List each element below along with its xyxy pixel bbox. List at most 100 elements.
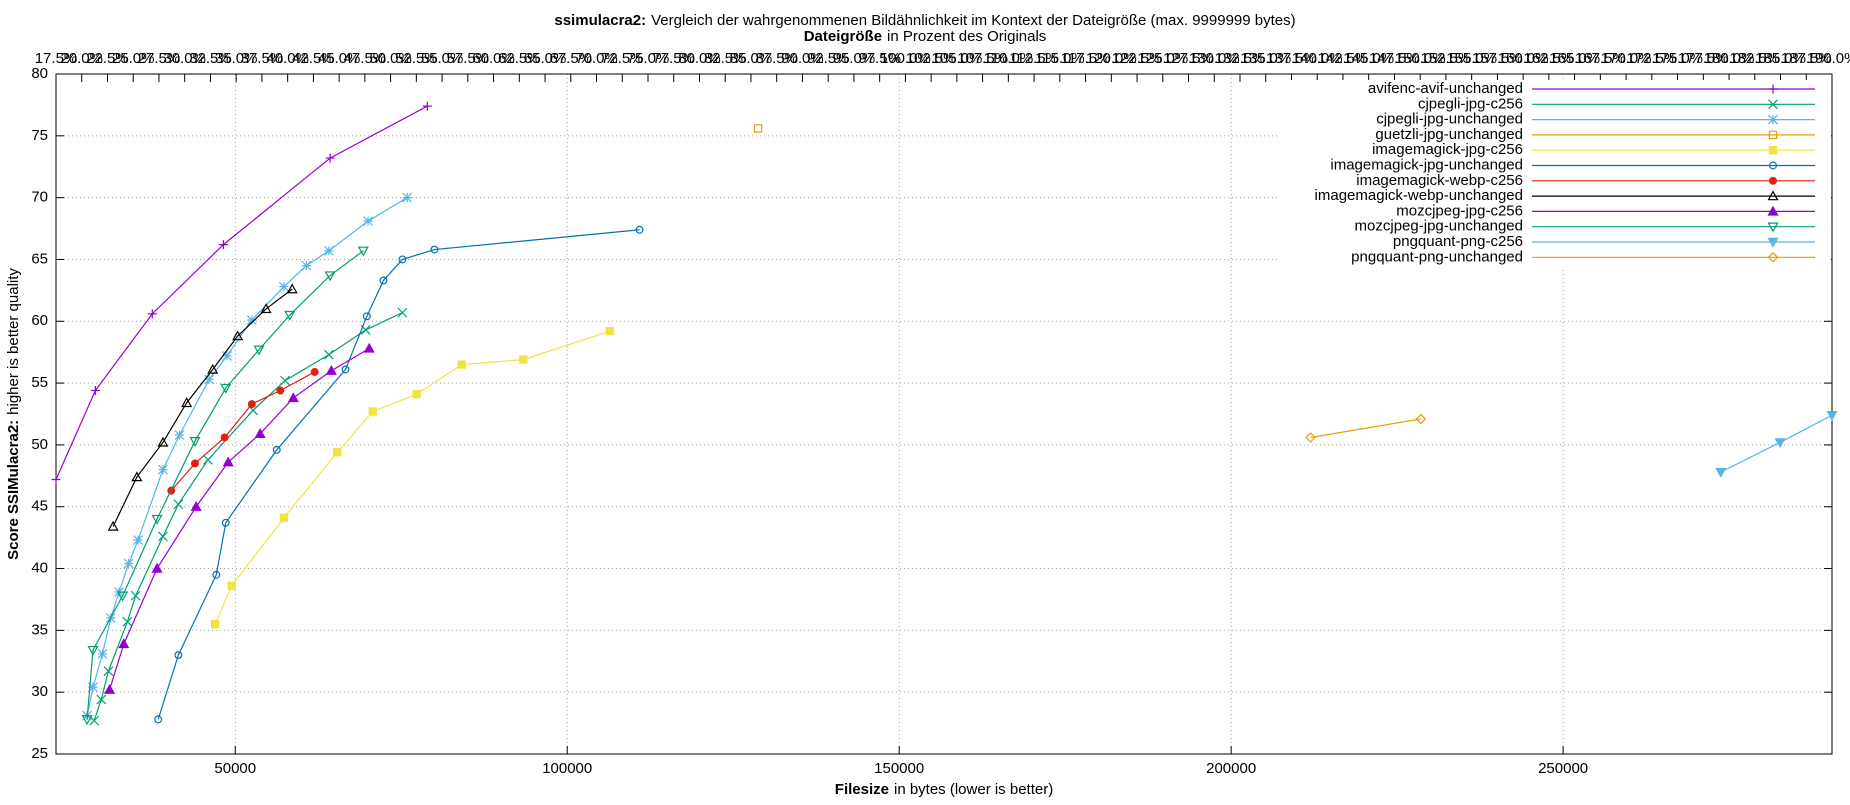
marker bbox=[286, 283, 298, 294]
marker bbox=[1768, 99, 1778, 110]
series-line bbox=[86, 197, 408, 716]
xlabel-bold: Filesize bbox=[835, 781, 889, 798]
marker bbox=[363, 216, 373, 227]
x2-tick-label: 100.0% bbox=[880, 50, 931, 67]
marker bbox=[154, 715, 163, 724]
series-line bbox=[1310, 418, 1421, 439]
marker bbox=[181, 397, 193, 408]
x2-tick-label: 172.5% bbox=[1626, 50, 1677, 67]
marker bbox=[123, 558, 134, 569]
marker bbox=[254, 428, 266, 438]
series-line bbox=[214, 330, 611, 625]
marker bbox=[203, 454, 213, 465]
y-tick-label: 50 bbox=[31, 436, 48, 453]
x2-tick-label: 25.0% bbox=[112, 50, 155, 67]
marker bbox=[341, 365, 350, 374]
marker bbox=[398, 255, 407, 264]
marker bbox=[227, 581, 236, 591]
x2-tick-label: 142.5% bbox=[1318, 50, 1369, 67]
x-tick-label: 100000 bbox=[542, 760, 592, 777]
marker bbox=[131, 471, 143, 482]
marker bbox=[1305, 432, 1316, 443]
marker bbox=[323, 349, 334, 360]
x2-tick-label: 125.0% bbox=[1137, 50, 1188, 67]
marker bbox=[174, 430, 185, 440]
marker bbox=[310, 367, 319, 376]
marker bbox=[260, 303, 272, 314]
legend-label: imagemagick-webp-unchanged bbox=[1315, 187, 1523, 204]
x2-tick-label: 40.0% bbox=[266, 50, 309, 67]
x2-tick-label: 107.5% bbox=[957, 50, 1008, 67]
x2-tick-label: 115.0% bbox=[1035, 50, 1085, 67]
marker bbox=[118, 638, 130, 649]
marker bbox=[1715, 467, 1727, 478]
x2-tick-label: 140.0% bbox=[1292, 50, 1343, 67]
y-tick-label: 30 bbox=[31, 683, 48, 700]
marker bbox=[333, 448, 342, 457]
x2-tick-label: 45.0% bbox=[318, 50, 361, 67]
marker bbox=[278, 281, 289, 292]
y-tick-label: 35 bbox=[31, 621, 48, 638]
chart-subtitle: Dateigröße in Prozent des Originals bbox=[804, 28, 1047, 45]
marker bbox=[605, 326, 615, 336]
x2-tick-label: 67.5% bbox=[550, 50, 593, 67]
marker bbox=[430, 245, 439, 254]
x2-tick-label: 177.5% bbox=[1678, 50, 1729, 67]
x2-tick-label: 160.0% bbox=[1498, 50, 1549, 67]
series-line bbox=[109, 347, 370, 690]
marker bbox=[210, 619, 220, 629]
x2-tick-label: 27.5% bbox=[138, 50, 181, 67]
x2-tick-label: 170.0% bbox=[1601, 50, 1652, 67]
subtitle-bold: Dateigröße bbox=[804, 28, 882, 45]
x2-tick-label: 165.0% bbox=[1549, 50, 1600, 67]
marker bbox=[301, 260, 312, 271]
marker bbox=[232, 330, 244, 341]
marker bbox=[221, 518, 230, 527]
marker bbox=[324, 271, 336, 282]
x2-tick-label: 52.5% bbox=[395, 50, 438, 67]
marker bbox=[280, 375, 290, 386]
marker bbox=[1826, 411, 1838, 421]
y-tick-label: 65 bbox=[31, 250, 48, 267]
y-tick-label: 75 bbox=[31, 127, 48, 144]
y-tick-label: 80 bbox=[31, 65, 48, 82]
marker bbox=[97, 648, 108, 659]
x2-tick-label: 122.5% bbox=[1112, 50, 1163, 67]
marker bbox=[190, 459, 199, 468]
x2-tick-label: 77.5% bbox=[652, 50, 695, 67]
y-tick-label: 40 bbox=[31, 560, 48, 577]
legend-background bbox=[1280, 80, 1831, 268]
x2-tick-label: 60.0% bbox=[472, 50, 515, 67]
x2-tick-label: 82.5% bbox=[704, 50, 747, 67]
x2-tick-label: 75.0% bbox=[627, 50, 670, 67]
x2-tick-label: 62.5% bbox=[498, 50, 541, 67]
marker bbox=[220, 383, 232, 394]
marker bbox=[247, 400, 256, 409]
marker bbox=[189, 437, 201, 447]
marker bbox=[117, 591, 129, 602]
legend-label: pngquant-png-unchanged bbox=[1351, 248, 1523, 265]
y-axis-label: Score SSIMulacra2: higher is better quali… bbox=[5, 268, 22, 560]
legend-label: guetzli-jpg-unchanged bbox=[1375, 126, 1523, 143]
y-tick-label: 55 bbox=[31, 374, 48, 391]
x2-tick-label: 57.5% bbox=[447, 50, 490, 67]
marker bbox=[1769, 176, 1777, 185]
x-tick-label: 250000 bbox=[1538, 760, 1588, 777]
marker bbox=[276, 386, 285, 395]
marker bbox=[1767, 237, 1779, 248]
marker bbox=[272, 445, 281, 454]
marker bbox=[96, 694, 107, 705]
series-line bbox=[1720, 414, 1833, 473]
marker bbox=[357, 246, 369, 257]
legend-label: imagemagick-jpg-c256 bbox=[1372, 141, 1523, 158]
series-line bbox=[55, 105, 428, 480]
x2-tick-label: 180.0% bbox=[1704, 50, 1755, 67]
series-line bbox=[157, 229, 640, 720]
marker bbox=[103, 666, 114, 677]
y-tick-label: 60 bbox=[31, 312, 48, 329]
x2-tick-label: 95.0% bbox=[833, 50, 876, 67]
marker bbox=[1767, 222, 1779, 233]
x2-tick-label: 105.0% bbox=[931, 50, 982, 67]
